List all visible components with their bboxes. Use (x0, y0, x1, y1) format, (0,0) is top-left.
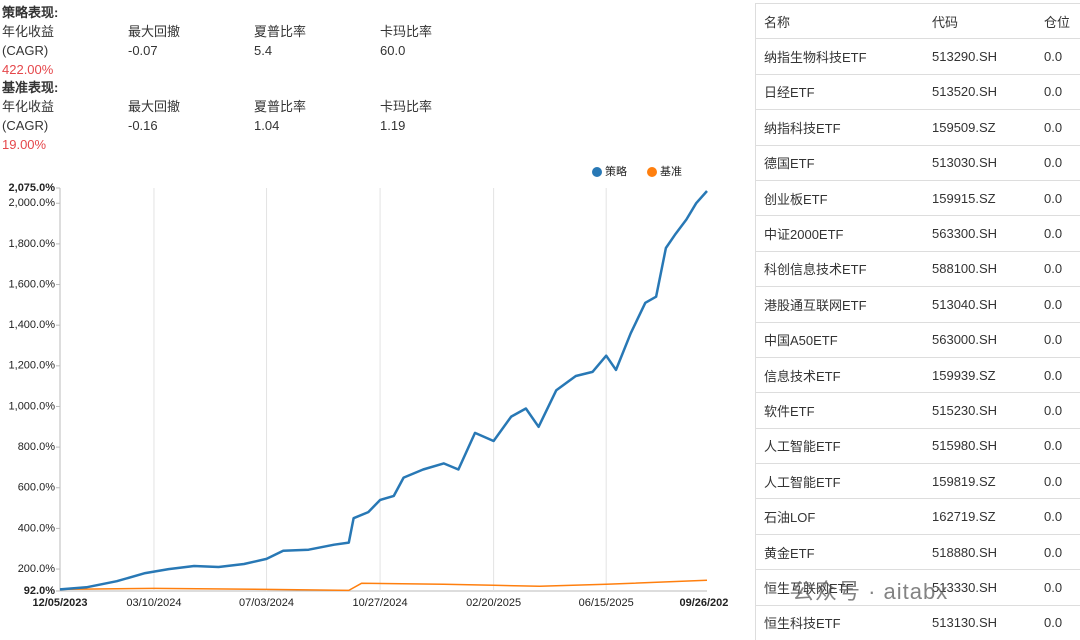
y-tick-label: 1,000.0% (9, 400, 56, 412)
table-cell: 0.0 (1036, 216, 1080, 251)
table-cell: 162719.SZ (924, 499, 1036, 534)
table-cell: 黄金ETF (756, 534, 925, 569)
table-cell: 0.0 (1036, 251, 1080, 286)
table-cell: 515230.SH (924, 393, 1036, 428)
x-tick-label: 12/05/2023 (32, 597, 87, 609)
y-tick-label: 1,800.0% (9, 238, 56, 250)
table-cell: 纳指生物科技ETF (756, 39, 925, 74)
table-cell: 中国A50ETF (756, 322, 925, 357)
legend-marker (647, 167, 657, 177)
table-cell: 513040.SH (924, 287, 1036, 322)
series-line (60, 580, 707, 590)
table-cell: 科创信息技术ETF (756, 251, 925, 286)
table-cell: 159509.SZ (924, 110, 1036, 145)
table-cell: 港股通互联网ETF (756, 287, 925, 322)
x-tick-label: 07/03/2024 (239, 597, 294, 609)
table-cell: 515980.SH (924, 428, 1036, 463)
table-cell: 0.0 (1036, 39, 1080, 74)
table-cell: 563000.SH (924, 322, 1036, 357)
table-cell: 0.0 (1036, 464, 1080, 499)
table-cell: 563300.SH (924, 216, 1036, 251)
y-tick-label: 92.0% (24, 585, 55, 597)
legend-label: 基准 (660, 165, 682, 178)
table-cell: 中证2000ETF (756, 216, 925, 251)
y-tick-label: 400.0% (18, 522, 56, 534)
table-cell: 588100.SH (924, 251, 1036, 286)
column-header: 代码 (924, 4, 1036, 39)
legend-label: 策略 (605, 164, 627, 178)
table-cell: 513130.SH (924, 605, 1036, 640)
table-cell: 0.0 (1036, 74, 1080, 109)
table-cell: 518880.SH (924, 534, 1036, 569)
table-cell: 0.0 (1036, 534, 1080, 569)
table-cell: 创业板ETF (756, 180, 925, 215)
table-cell: 0.0 (1036, 499, 1080, 534)
table-cell: 0.0 (1036, 145, 1080, 180)
table-cell: 恒生科技ETF (756, 605, 925, 640)
table-cell: 0.0 (1036, 428, 1080, 463)
y-tick-label: 2,000.0% (9, 197, 56, 209)
y-tick-label: 200.0% (18, 563, 56, 575)
table-cell: 0.0 (1036, 393, 1080, 428)
x-tick-label: 03/10/2024 (126, 597, 181, 609)
y-tick-label: 1,600.0% (9, 278, 56, 290)
table-cell: 0.0 (1036, 357, 1080, 392)
y-tick-label: 2,075.0% (9, 182, 56, 194)
chart: 12/05/2023 03/10/2024 07/03/2024 10/27/2024… (0, 0, 728, 633)
y-tick-label: 600.0% (18, 482, 56, 494)
table-cell: 159915.SZ (924, 180, 1036, 215)
column-header: 仓位 (1036, 4, 1080, 39)
series-line (60, 191, 707, 589)
table-cell: 石油LOF (756, 499, 925, 534)
table-cell: 513290.SH (924, 39, 1036, 74)
x-tick-label: 02/20/2025 (466, 597, 521, 609)
legend-marker (592, 167, 602, 177)
table-cell: 513520.SH (924, 74, 1036, 109)
table-cell: 0.0 (1036, 180, 1080, 215)
table-cell: 纳指科技ETF (756, 110, 925, 145)
table-cell: 0.0 (1036, 287, 1080, 322)
table-cell: 信息技术ETF (756, 357, 925, 392)
column-header: 名称 (756, 4, 925, 39)
table-cell: 159819.SZ (924, 464, 1036, 499)
x-tick-label: 10/27/2024 (353, 597, 408, 609)
x-tick-label: 09/26/2025 (679, 597, 728, 609)
y-tick-label: 1,200.0% (9, 360, 56, 372)
table-cell: 日经ETF (756, 74, 925, 109)
table-cell: 0.0 (1036, 110, 1080, 145)
table-cell: 德国ETF (756, 145, 925, 180)
table-cell: 0.0 (1036, 605, 1080, 640)
table-cell: 软件ETF (756, 393, 925, 428)
table-cell: 159939.SZ (924, 357, 1036, 392)
x-tick-label: 06/15/2025 (579, 597, 634, 609)
table-cell: 513030.SH (924, 145, 1036, 180)
table-cell: 0.0 (1036, 322, 1080, 357)
table-cell: 0.0 (1036, 570, 1080, 605)
table-cell: 人工智能ETF (756, 428, 925, 463)
watermark: 公众号 · aitabx (792, 574, 948, 606)
y-tick-label: 800.0% (18, 441, 56, 453)
table-cell: 人工智能ETF (756, 464, 925, 499)
header-row: 名称代码仓位 (756, 4, 1080, 39)
y-tick-label: 1,400.0% (9, 319, 56, 331)
